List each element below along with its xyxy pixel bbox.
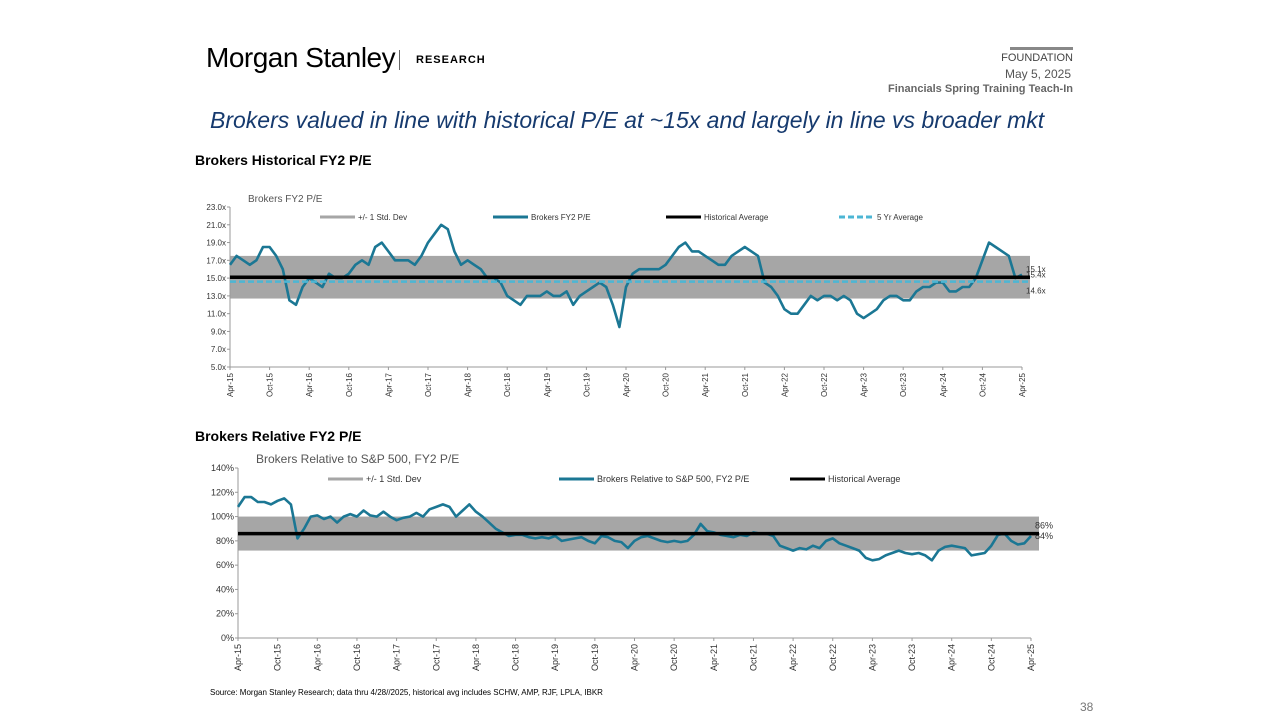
legend-label: Brokers Relative to S&P 500, FY2 P/E bbox=[597, 474, 749, 484]
x-tick-label: Oct-22 bbox=[828, 644, 838, 671]
x-tick-label: Apr-16 bbox=[305, 372, 314, 397]
x-tick-label: Apr-17 bbox=[392, 644, 402, 671]
x-tick-label: Apr-20 bbox=[622, 372, 631, 397]
x-tick-label: Oct-17 bbox=[424, 372, 433, 397]
x-tick-label: Apr-22 bbox=[780, 372, 789, 397]
reference-label: 15.1x bbox=[1026, 265, 1046, 274]
event: Financials Spring Training Teach-In bbox=[888, 83, 1073, 95]
legend-label: Historical Average bbox=[828, 474, 900, 484]
y-tick-label: 15.0x bbox=[206, 274, 226, 283]
section-label: RESEARCH bbox=[416, 54, 486, 66]
section-heading: Brokers Historical FY2 P/E bbox=[195, 152, 372, 168]
reference-label: 86% bbox=[1035, 521, 1053, 531]
y-tick-label: 0% bbox=[221, 633, 234, 643]
x-tick-label: Apr-21 bbox=[701, 372, 710, 397]
y-tick-label: 20% bbox=[216, 609, 234, 619]
legend-label: Historical Average bbox=[704, 213, 769, 222]
x-tick-label: Oct-24 bbox=[986, 644, 996, 671]
y-tick-label: 21.0x bbox=[206, 221, 226, 230]
x-tick-label: Apr-23 bbox=[867, 644, 877, 671]
slide-title: Brokers valued in line with historical P… bbox=[210, 107, 1045, 133]
x-tick-label: Apr-25 bbox=[1018, 372, 1027, 397]
legend-label: +/- 1 Std. Dev bbox=[358, 213, 407, 222]
section-heading: Brokers Relative FY2 P/E bbox=[195, 428, 362, 444]
x-tick-label: Oct-24 bbox=[978, 372, 987, 397]
x-tick-label: Oct-20 bbox=[662, 372, 671, 397]
y-tick-label: 120% bbox=[211, 487, 234, 497]
logo: Morgan Stanley bbox=[206, 42, 396, 73]
x-tick-label: Oct-19 bbox=[590, 644, 600, 671]
y-tick-label: 100% bbox=[211, 512, 234, 522]
x-tick-label: Apr-23 bbox=[860, 372, 869, 397]
x-tick-label: Oct-23 bbox=[907, 644, 917, 671]
x-tick-label: Apr-22 bbox=[788, 644, 798, 671]
y-tick-label: 19.0x bbox=[206, 239, 226, 248]
y-tick-label: 23.0x bbox=[206, 203, 226, 212]
y-tick-label: 5.0x bbox=[211, 363, 226, 372]
x-tick-label: Oct-22 bbox=[820, 372, 829, 397]
y-tick-label: 40% bbox=[216, 584, 234, 594]
x-tick-label: Apr-20 bbox=[630, 644, 640, 671]
x-tick-label: Apr-19 bbox=[543, 372, 552, 397]
y-tick-label: 11.0x bbox=[207, 310, 226, 319]
x-tick-label: Oct-18 bbox=[503, 372, 512, 397]
x-tick-label: Apr-21 bbox=[709, 644, 719, 671]
chart-title: Brokers FY2 P/E bbox=[248, 194, 323, 205]
x-tick-label: Apr-25 bbox=[1026, 644, 1036, 671]
tag: FOUNDATION bbox=[1001, 52, 1073, 64]
tag-rule bbox=[1010, 47, 1073, 50]
legend-label: 5 Yr Average bbox=[877, 213, 924, 222]
x-tick-label: Apr-18 bbox=[471, 644, 481, 671]
x-tick-label: Oct-15 bbox=[273, 644, 283, 671]
y-tick-label: 80% bbox=[216, 536, 234, 546]
reference-label: 14.6x bbox=[1026, 287, 1046, 296]
divider bbox=[399, 50, 400, 70]
x-tick-label: Oct-20 bbox=[669, 644, 679, 671]
chart-title: Brokers Relative to S&P 500, FY2 P/E bbox=[256, 452, 459, 466]
date: May 5, 2025 bbox=[1004, 67, 1071, 81]
y-tick-label: 9.0x bbox=[211, 327, 226, 336]
x-tick-label: Oct-15 bbox=[266, 372, 275, 397]
x-tick-label: Apr-16 bbox=[312, 644, 322, 671]
x-tick-label: Apr-24 bbox=[947, 644, 957, 671]
series-line bbox=[228, 223, 1023, 329]
x-tick-label: Apr-17 bbox=[384, 372, 393, 397]
x-tick-label: Oct-18 bbox=[511, 644, 521, 671]
y-tick-label: 60% bbox=[216, 560, 234, 570]
x-tick-label: Oct-16 bbox=[345, 372, 354, 397]
x-tick-label: Oct-21 bbox=[748, 644, 758, 671]
x-tick-label: Oct-17 bbox=[431, 644, 441, 671]
x-tick-label: Oct-23 bbox=[899, 372, 908, 397]
x-tick-label: Oct-16 bbox=[352, 644, 362, 671]
x-tick-label: Apr-24 bbox=[939, 372, 948, 397]
x-tick-label: Apr-15 bbox=[233, 644, 243, 671]
page-number: 38 bbox=[1080, 700, 1094, 714]
x-tick-label: Apr-15 bbox=[226, 372, 235, 397]
x-tick-label: Oct-21 bbox=[741, 372, 750, 397]
end-label: 15.4x bbox=[1026, 271, 1046, 280]
x-tick-label: Apr-18 bbox=[464, 372, 473, 397]
legend-label: +/- 1 Std. Dev bbox=[366, 474, 422, 484]
x-tick-label: Oct-19 bbox=[582, 372, 591, 397]
x-tick-label: Apr-19 bbox=[550, 644, 560, 671]
y-tick-label: 17.0x bbox=[206, 256, 226, 265]
legend-label: Brokers FY2 P/E bbox=[531, 213, 591, 222]
y-tick-label: 13.0x bbox=[206, 292, 226, 301]
series-line bbox=[236, 495, 1032, 562]
y-tick-label: 140% bbox=[211, 463, 234, 473]
source: Source: Morgan Stanley Research; data th… bbox=[210, 688, 603, 697]
y-tick-label: 7.0x bbox=[211, 345, 226, 354]
end-label: 84% bbox=[1035, 531, 1053, 541]
